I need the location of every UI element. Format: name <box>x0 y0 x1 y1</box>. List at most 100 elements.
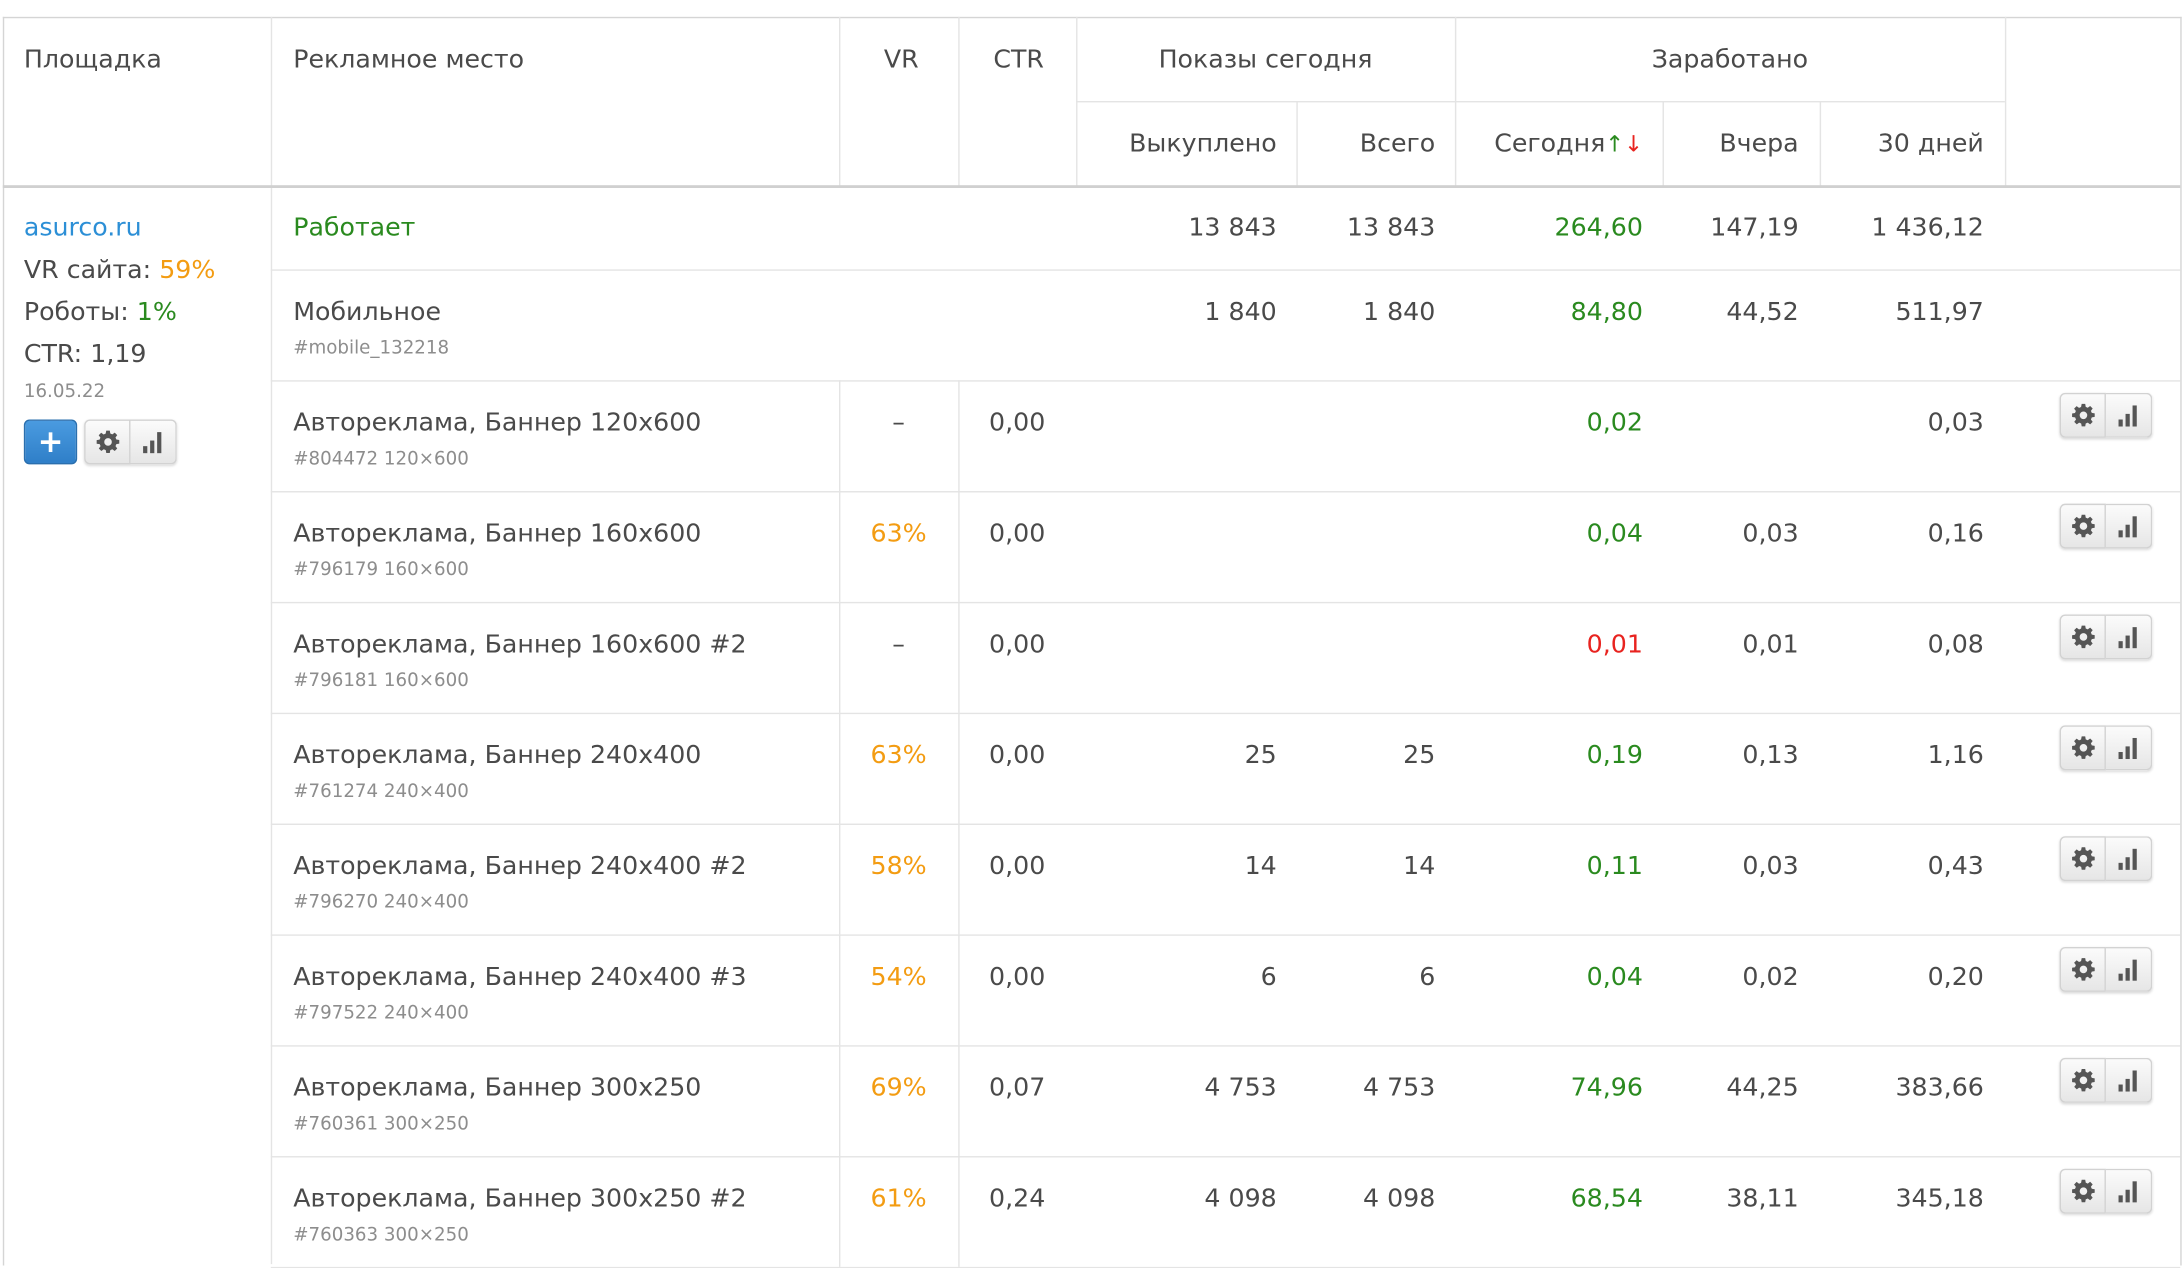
row-ctr: 0,00 <box>989 962 1046 992</box>
summary-today: 264,60 <box>1554 213 1643 243</box>
gear-icon <box>2071 736 2094 759</box>
row-name: Автореклама, Баннер 300x250 #2 <box>293 1184 747 1214</box>
gear-icon <box>2071 1179 2094 1203</box>
row-yesterday: 0,02 <box>1742 962 1799 992</box>
header-today-label: Сегодня <box>1494 129 1606 159</box>
row-today: 0,04 <box>1586 519 1643 549</box>
row-bought: 25 <box>1244 740 1277 771</box>
row-yesterday: 38,11 <box>1726 1184 1799 1214</box>
header-30days[interactable]: 30 дней <box>1877 129 1984 159</box>
header-ctr[interactable]: CTR <box>993 44 1044 75</box>
row-30days: 0,08 <box>1927 629 1984 660</box>
row-yesterday: 0,03 <box>1742 851 1799 882</box>
row-30days: 0,03 <box>1927 408 1984 438</box>
site-stats-button[interactable] <box>130 419 177 465</box>
header-bought[interactable]: Выкуплено <box>1129 129 1277 159</box>
header-site: Площадка <box>23 44 162 75</box>
add-button[interactable]: + <box>23 419 78 465</box>
mobile-id: #mobile_132218 <box>293 338 450 360</box>
row-total: 6 <box>1419 962 1436 992</box>
site-bots-value: 1% <box>136 297 177 327</box>
site-link[interactable]: asurco.ru <box>23 213 142 243</box>
site-bots-label: Роботы: <box>23 297 129 327</box>
header-total[interactable]: Всего <box>1359 129 1436 159</box>
row-vr: 54% <box>870 962 927 992</box>
row-settings-button[interactable] <box>2059 725 2106 771</box>
header-today[interactable]: Сегодня↑↓ <box>1494 129 1643 158</box>
row-total: 25 <box>1403 740 1436 771</box>
row-ctr: 0,00 <box>989 851 1046 882</box>
row-settings-button[interactable] <box>2059 614 2106 660</box>
row-today: 0,11 <box>1586 851 1643 882</box>
bar-chart-icon <box>2118 516 2137 538</box>
row-stats-button[interactable] <box>2105 614 2153 660</box>
row-yesterday: 0,03 <box>1742 519 1799 549</box>
status-text: Работает <box>293 213 416 243</box>
site-vr: VR сайта: 59% <box>24 255 216 284</box>
row-name: Автореклама, Баннер 120x600 <box>293 408 702 438</box>
row-stats-button[interactable] <box>2105 503 2153 549</box>
summary-bought: 13 843 <box>1188 213 1277 243</box>
row-ctr: 0,00 <box>989 629 1046 660</box>
row-actions <box>2059 503 2153 549</box>
row-stats-button[interactable] <box>2105 725 2153 771</box>
row-name: Автореклама, Баннер 240x400 <box>293 740 702 771</box>
table-frame <box>2 16 2182 1266</box>
row-ctr: 0,00 <box>989 740 1046 771</box>
row-today: 0,19 <box>1586 740 1643 771</box>
bar-chart-icon <box>2118 627 2137 649</box>
row-yesterday: 44,25 <box>1726 1073 1799 1103</box>
row-yesterday: 0,01 <box>1742 629 1799 660</box>
bar-chart-icon <box>2118 405 2137 427</box>
row-today: 68,54 <box>1570 1184 1643 1214</box>
row-30days: 0,16 <box>1927 519 1984 549</box>
row-actions <box>2059 836 2153 882</box>
row-id: #797522 240×400 <box>293 1003 469 1025</box>
row-id: #760361 300×250 <box>293 1113 469 1136</box>
site-date: 16.05.22 <box>23 381 106 403</box>
bar-chart-icon <box>2118 959 2137 981</box>
row-id: #760363 300×250 <box>293 1224 469 1246</box>
bar-chart-icon <box>2118 1181 2137 1203</box>
row-ctr: 0,07 <box>989 1073 1046 1103</box>
row-settings-button[interactable] <box>2059 947 2106 992</box>
row-name: Автореклама, Баннер 160x600 #2 <box>293 629 747 660</box>
gear-icon <box>2071 958 2094 981</box>
row-30days: 383,66 <box>1895 1073 1984 1103</box>
site-ctr: CTR: 1,19 <box>24 340 147 369</box>
header-earned: Заработано <box>1651 44 1809 75</box>
row-30days: 345,18 <box>1895 1184 1984 1214</box>
gear-icon <box>2071 514 2094 538</box>
row-vr: – <box>892 408 905 438</box>
row-stats-button[interactable] <box>2105 1168 2153 1214</box>
sort-arrows-icon[interactable]: ↑↓ <box>1605 130 1643 158</box>
row-settings-button[interactable] <box>2059 392 2106 438</box>
row-settings-button[interactable] <box>2059 1168 2106 1214</box>
row-name: Автореклама, Баннер 240x400 #2 <box>293 851 747 882</box>
mobile-bought: 1 840 <box>1204 297 1277 327</box>
header-yesterday[interactable]: Вчера <box>1719 129 1799 159</box>
row-stats-button[interactable] <box>2105 1057 2153 1103</box>
row-settings-button[interactable] <box>2059 1057 2106 1103</box>
row-stats-button[interactable] <box>2105 392 2153 438</box>
row-actions <box>2059 614 2153 660</box>
row-name: Автореклама, Баннер 160x600 <box>293 519 702 549</box>
site-vr-label: VR сайта: <box>23 255 152 285</box>
summary-30days: 1 436,12 <box>1871 213 1984 243</box>
row-name: Автореклама, Баннер 300x250 <box>293 1073 702 1103</box>
row-settings-button[interactable] <box>2059 836 2106 882</box>
bar-chart-icon <box>143 432 162 454</box>
summary-yesterday: 147,19 <box>1710 213 1799 243</box>
row-id: #796179 160×600 <box>293 559 469 581</box>
row-stats-button[interactable] <box>2105 947 2153 992</box>
row-actions <box>2059 392 2153 438</box>
site-bots: Роботы: 1% <box>24 297 177 326</box>
header-vr[interactable]: VR <box>883 44 919 75</box>
gear-icon <box>2071 625 2094 649</box>
bar-chart-icon <box>2118 1070 2137 1092</box>
row-stats-button[interactable] <box>2105 836 2153 882</box>
row-ctr: 0,24 <box>989 1184 1046 1214</box>
site-settings-button[interactable] <box>84 419 131 465</box>
row-settings-button[interactable] <box>2059 503 2106 549</box>
row-30days: 1,16 <box>1927 740 1984 771</box>
